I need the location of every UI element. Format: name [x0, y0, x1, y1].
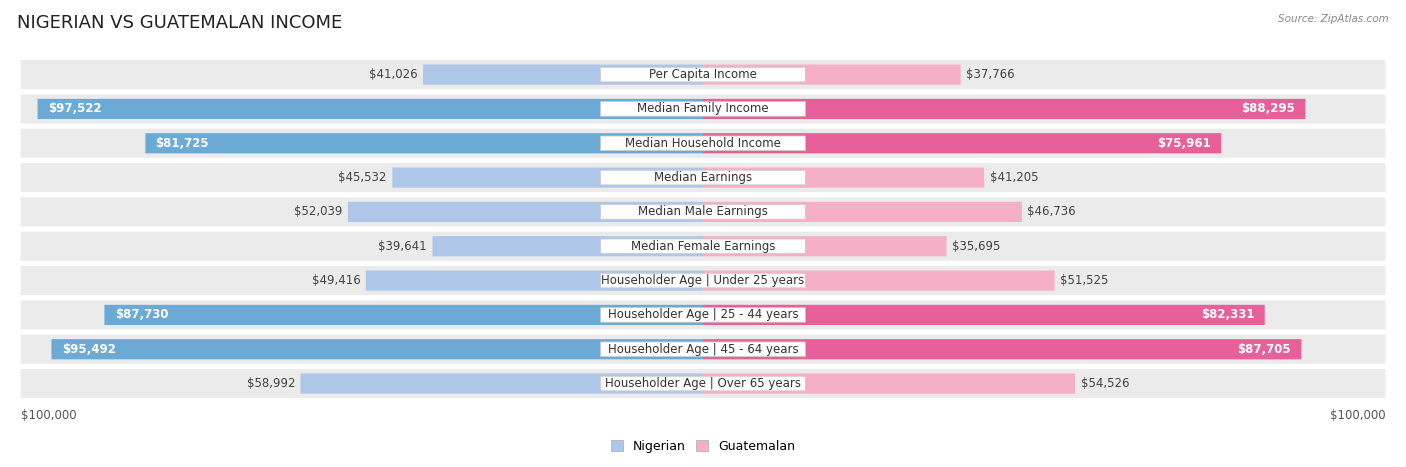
Text: $54,526: $54,526: [1080, 377, 1129, 390]
Text: $39,641: $39,641: [378, 240, 427, 253]
FancyBboxPatch shape: [600, 239, 806, 254]
Text: $82,331: $82,331: [1201, 308, 1254, 321]
FancyBboxPatch shape: [21, 369, 1385, 398]
Text: Householder Age | 45 - 64 years: Householder Age | 45 - 64 years: [607, 343, 799, 356]
Text: $51,525: $51,525: [1060, 274, 1108, 287]
Text: NIGERIAN VS GUATEMALAN INCOME: NIGERIAN VS GUATEMALAN INCOME: [17, 14, 342, 32]
FancyBboxPatch shape: [21, 335, 1385, 364]
FancyBboxPatch shape: [703, 270, 1054, 290]
FancyBboxPatch shape: [52, 339, 703, 359]
Text: Householder Age | Under 25 years: Householder Age | Under 25 years: [602, 274, 804, 287]
FancyBboxPatch shape: [600, 67, 806, 82]
FancyBboxPatch shape: [347, 202, 703, 222]
Text: Per Capita Income: Per Capita Income: [650, 68, 756, 81]
FancyBboxPatch shape: [145, 133, 703, 153]
FancyBboxPatch shape: [600, 205, 806, 219]
FancyBboxPatch shape: [703, 374, 1076, 394]
FancyBboxPatch shape: [392, 168, 703, 188]
FancyBboxPatch shape: [703, 305, 1265, 325]
FancyBboxPatch shape: [366, 270, 703, 290]
Text: $81,725: $81,725: [156, 137, 209, 150]
FancyBboxPatch shape: [600, 136, 806, 150]
Text: Median Family Income: Median Family Income: [637, 102, 769, 115]
Text: Source: ZipAtlas.com: Source: ZipAtlas.com: [1278, 14, 1389, 24]
FancyBboxPatch shape: [21, 60, 1385, 89]
FancyBboxPatch shape: [423, 64, 703, 85]
Text: $35,695: $35,695: [952, 240, 1001, 253]
Text: $75,961: $75,961: [1157, 137, 1211, 150]
Text: Householder Age | Over 65 years: Householder Age | Over 65 years: [605, 377, 801, 390]
Text: Median Household Income: Median Household Income: [626, 137, 780, 150]
FancyBboxPatch shape: [703, 99, 1305, 119]
FancyBboxPatch shape: [600, 170, 806, 185]
FancyBboxPatch shape: [600, 342, 806, 356]
FancyBboxPatch shape: [703, 339, 1302, 359]
Text: Median Female Earnings: Median Female Earnings: [631, 240, 775, 253]
Text: $100,000: $100,000: [1330, 409, 1385, 422]
FancyBboxPatch shape: [600, 308, 806, 322]
FancyBboxPatch shape: [21, 266, 1385, 295]
FancyBboxPatch shape: [21, 163, 1385, 192]
Text: $45,532: $45,532: [339, 171, 387, 184]
FancyBboxPatch shape: [703, 236, 946, 256]
FancyBboxPatch shape: [104, 305, 703, 325]
Text: $88,295: $88,295: [1241, 102, 1295, 115]
Text: $37,766: $37,766: [966, 68, 1015, 81]
FancyBboxPatch shape: [703, 202, 1022, 222]
FancyBboxPatch shape: [600, 273, 806, 288]
FancyBboxPatch shape: [21, 198, 1385, 226]
FancyBboxPatch shape: [600, 102, 806, 116]
Legend: Nigerian, Guatemalan: Nigerian, Guatemalan: [606, 435, 800, 458]
Text: $52,039: $52,039: [294, 205, 343, 219]
Text: Median Male Earnings: Median Male Earnings: [638, 205, 768, 219]
Text: $95,492: $95,492: [62, 343, 115, 356]
FancyBboxPatch shape: [21, 232, 1385, 261]
FancyBboxPatch shape: [703, 168, 984, 188]
FancyBboxPatch shape: [21, 300, 1385, 329]
FancyBboxPatch shape: [21, 94, 1385, 123]
FancyBboxPatch shape: [703, 64, 960, 85]
Text: $87,730: $87,730: [115, 308, 169, 321]
Text: $41,026: $41,026: [368, 68, 418, 81]
Text: $58,992: $58,992: [246, 377, 295, 390]
Text: Median Earnings: Median Earnings: [654, 171, 752, 184]
Text: $100,000: $100,000: [21, 409, 76, 422]
Text: $46,736: $46,736: [1028, 205, 1076, 219]
FancyBboxPatch shape: [21, 129, 1385, 158]
FancyBboxPatch shape: [38, 99, 703, 119]
Text: $97,522: $97,522: [48, 102, 101, 115]
Text: $87,705: $87,705: [1237, 343, 1291, 356]
Text: Householder Age | 25 - 44 years: Householder Age | 25 - 44 years: [607, 308, 799, 321]
FancyBboxPatch shape: [433, 236, 703, 256]
FancyBboxPatch shape: [600, 376, 806, 391]
FancyBboxPatch shape: [703, 133, 1222, 153]
Text: $41,205: $41,205: [990, 171, 1038, 184]
Text: $49,416: $49,416: [312, 274, 360, 287]
FancyBboxPatch shape: [301, 374, 703, 394]
